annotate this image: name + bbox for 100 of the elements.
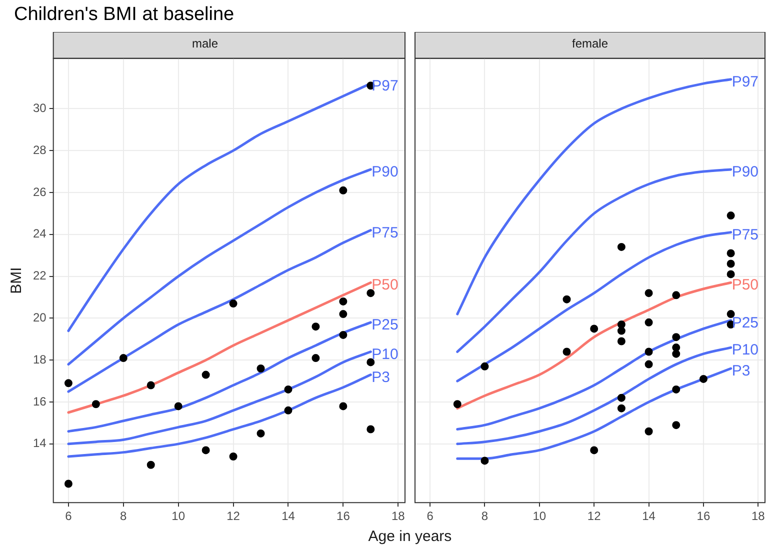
series-label: P3 (732, 362, 750, 380)
line-series (67, 321, 372, 433)
point (562, 348, 571, 356)
point (119, 354, 128, 362)
point (617, 404, 626, 412)
point (726, 270, 735, 278)
series-label: P97 (372, 78, 398, 95)
point (726, 260, 735, 268)
point (256, 429, 265, 438)
point (366, 425, 375, 434)
x-tick-label: 6 (426, 509, 434, 524)
x-tick-label: 12 (587, 509, 602, 524)
point (339, 402, 348, 410)
y-axis-title: BMI (8, 267, 26, 294)
point (339, 330, 348, 339)
x-tick-label: 8 (120, 509, 128, 524)
x-tick-label: 16 (696, 509, 710, 524)
y-tick-label: 14 (32, 436, 47, 450)
y-tick-label: 26 (32, 184, 47, 199)
point (202, 446, 210, 454)
x-tick-label: 14 (282, 509, 296, 524)
point (672, 333, 680, 342)
series-label: P50 (372, 276, 398, 294)
x-tick-label: 12 (226, 509, 240, 524)
point (644, 289, 653, 298)
point (202, 370, 210, 379)
series-label: P3 (372, 368, 390, 386)
series-label: P75 (372, 224, 398, 242)
point (480, 456, 489, 465)
point (339, 297, 348, 306)
x-axis-title: Age in years (367, 528, 453, 545)
point (312, 354, 320, 362)
line-series (67, 281, 372, 414)
line-series (67, 350, 372, 446)
x-tick-label: 10 (172, 509, 186, 524)
series-label: P25 (372, 316, 398, 334)
x-tick-label: 14 (642, 509, 656, 524)
x-tick-label: 10 (532, 509, 546, 524)
series-label: P97 (732, 73, 759, 90)
series-label: P75 (732, 226, 759, 244)
point (146, 381, 155, 390)
point (339, 310, 348, 318)
y-tick-label: 16 (32, 394, 47, 408)
point (64, 379, 72, 388)
series-label: P90 (732, 164, 759, 181)
x-tick-label: 18 (391, 509, 406, 524)
series-label: P50 (732, 276, 759, 294)
y-tick-label: 18 (32, 352, 47, 366)
x-tick-label: 8 (481, 509, 488, 524)
point (726, 249, 735, 258)
point (453, 400, 462, 408)
point (229, 452, 238, 461)
point (644, 318, 653, 326)
chart-title: Children's BMI at baseline (14, 4, 234, 26)
x-tick-label: 6 (65, 509, 72, 524)
x-tick-label: 18 (751, 509, 766, 524)
point (617, 320, 626, 328)
y-tick-label: 28 (32, 142, 47, 157)
point (672, 421, 680, 430)
point (617, 326, 626, 335)
y-tick-label: 20 (32, 310, 47, 325)
line-series (67, 168, 372, 366)
point (617, 337, 626, 346)
point (726, 212, 735, 220)
point (339, 186, 348, 194)
point (699, 374, 708, 383)
point (284, 385, 292, 394)
point (672, 350, 680, 358)
point (617, 394, 626, 402)
point (672, 385, 680, 394)
point (726, 310, 735, 318)
series-label: P25 (732, 314, 759, 332)
chart-subtitle: female (572, 36, 608, 51)
point (312, 322, 320, 331)
point (480, 362, 489, 370)
point (617, 242, 626, 251)
series-label: P10 (372, 346, 398, 363)
series-label: P10 (732, 342, 759, 359)
point (146, 460, 155, 469)
y-tick-label: 30 (32, 101, 47, 115)
point (64, 480, 72, 488)
point (644, 348, 653, 356)
point (92, 400, 100, 408)
line-series (67, 228, 372, 393)
point (672, 291, 680, 300)
y-tick-label: 24 (32, 226, 47, 241)
line-series (67, 374, 372, 458)
point (256, 364, 265, 372)
point (284, 406, 292, 414)
x-tick-label: 16 (336, 509, 350, 524)
point (590, 324, 598, 333)
point (644, 360, 653, 368)
point (366, 289, 375, 298)
point (366, 358, 375, 366)
point (644, 427, 653, 436)
point (174, 402, 182, 410)
chart-subtitle: male (192, 36, 218, 51)
y-tick-label: 22 (32, 268, 47, 283)
point (229, 300, 238, 308)
point (562, 295, 571, 304)
